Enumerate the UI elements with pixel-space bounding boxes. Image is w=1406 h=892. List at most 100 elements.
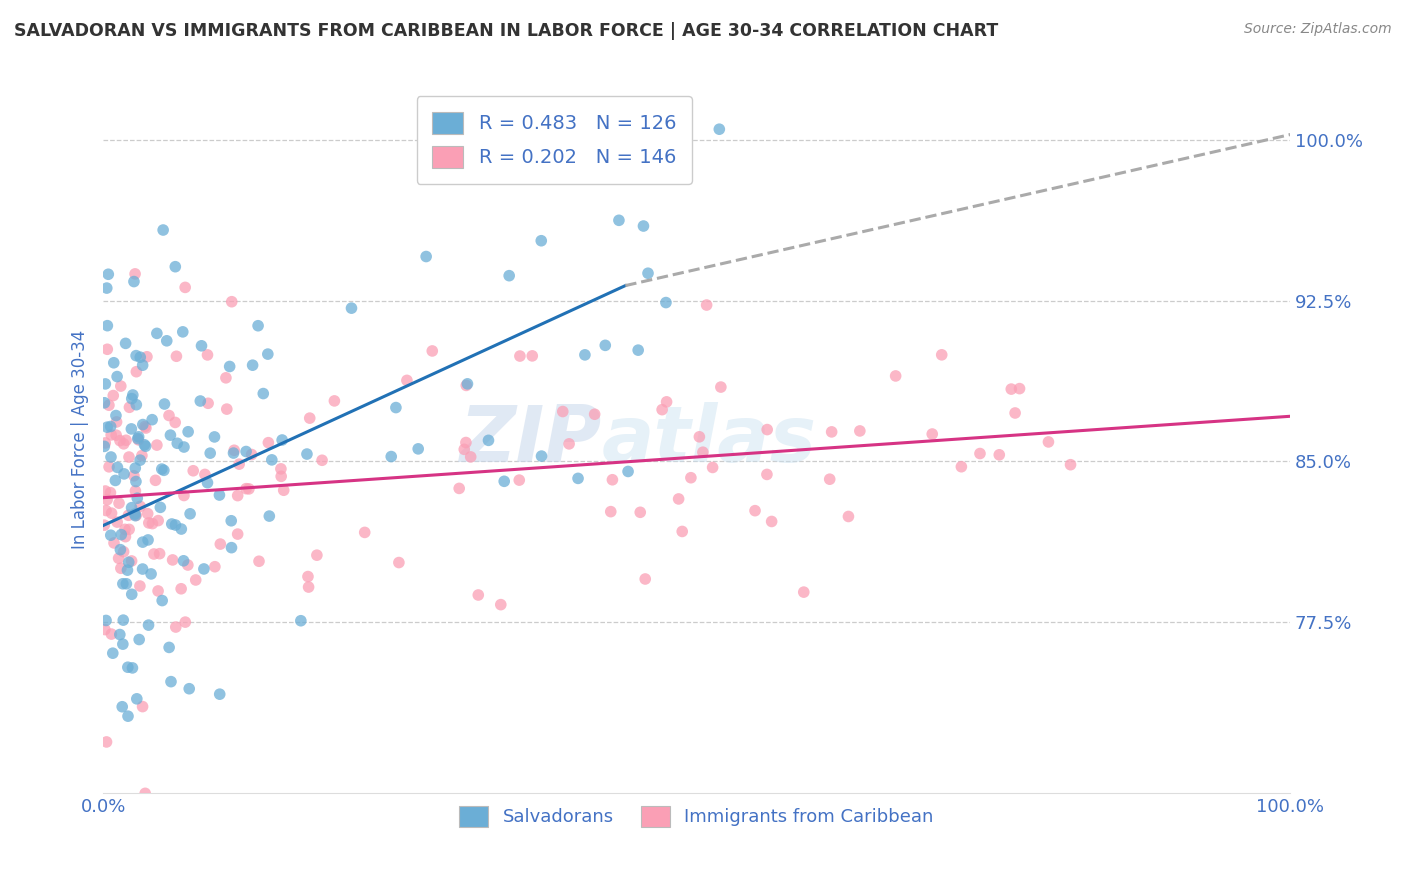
Salvadorans: [124, 508, 146, 523]
Immigrants from Caribbean: [128, 579, 150, 593]
Salvadorans: [406, 442, 429, 456]
Salvadorans: [607, 213, 630, 227]
Immigrants from Caribbean: [688, 430, 710, 444]
Immigrants from Caribbean: [197, 348, 219, 362]
Immigrants from Caribbean: [931, 348, 953, 362]
Salvadorans: [204, 430, 226, 444]
Immigrants from Caribbean: [108, 434, 131, 448]
Salvadorans: [221, 541, 243, 555]
Immigrants from Caribbean: [395, 373, 418, 387]
Salvadorans: [132, 417, 155, 432]
Salvadorans: [131, 358, 153, 372]
Immigrants from Caribbean: [97, 398, 120, 412]
Salvadorans: [139, 566, 162, 581]
Immigrants from Caribbean: [177, 558, 200, 572]
Immigrants from Caribbean: [134, 786, 156, 800]
Salvadorans: [121, 661, 143, 675]
Immigrants from Caribbean: [226, 489, 249, 503]
Immigrants from Caribbean: [761, 515, 783, 529]
Immigrants from Caribbean: [174, 615, 197, 629]
Salvadorans: [121, 587, 143, 601]
Immigrants from Caribbean: [311, 453, 333, 467]
Immigrants from Caribbean: [136, 507, 159, 521]
Immigrants from Caribbean: [235, 482, 257, 496]
Salvadorans: [117, 563, 139, 577]
Salvadorans: [152, 223, 174, 237]
Immigrants from Caribbean: [174, 280, 197, 294]
Immigrants from Caribbean: [460, 450, 482, 464]
Salvadorans: [259, 509, 281, 524]
Salvadorans: [160, 674, 183, 689]
Immigrants from Caribbean: [655, 395, 678, 409]
Immigrants from Caribbean: [679, 471, 702, 485]
Salvadorans: [200, 446, 222, 460]
Text: SALVADORAN VS IMMIGRANTS FROM CARIBBEAN IN LABOR FORCE | AGE 30-34 CORRELATION C: SALVADORAN VS IMMIGRANTS FROM CARIBBEAN …: [14, 22, 998, 40]
Immigrants from Caribbean: [157, 409, 180, 423]
Immigrants from Caribbean: [420, 343, 443, 358]
Immigrants from Caribbean: [170, 582, 193, 596]
Immigrants from Caribbean: [194, 467, 217, 482]
Salvadorans: [380, 450, 402, 464]
Immigrants from Caribbean: [94, 623, 117, 637]
Immigrants from Caribbean: [921, 427, 943, 442]
Immigrants from Caribbean: [173, 489, 195, 503]
Text: ZIP: ZIP: [460, 402, 602, 478]
Immigrants from Caribbean: [353, 525, 375, 540]
Salvadorans: [125, 475, 148, 489]
Immigrants from Caribbean: [103, 388, 125, 402]
Immigrants from Caribbean: [184, 573, 207, 587]
Immigrants from Caribbean: [134, 419, 156, 434]
Immigrants from Caribbean: [100, 485, 122, 500]
Salvadorans: [146, 326, 169, 341]
Salvadorans: [100, 419, 122, 434]
Immigrants from Caribbean: [127, 433, 149, 447]
Legend: Salvadorans, Immigrants from Caribbean: Salvadorans, Immigrants from Caribbean: [453, 798, 941, 834]
Immigrants from Caribbean: [692, 445, 714, 459]
Salvadorans: [135, 439, 157, 453]
Immigrants from Caribbean: [240, 448, 263, 462]
Salvadorans: [117, 709, 139, 723]
Immigrants from Caribbean: [103, 536, 125, 550]
Immigrants from Caribbean: [204, 559, 226, 574]
Salvadorans: [340, 301, 363, 315]
Immigrants from Caribbean: [247, 554, 270, 568]
Salvadorans: [165, 260, 187, 274]
Immigrants from Caribbean: [136, 350, 159, 364]
Immigrants from Caribbean: [449, 482, 471, 496]
Immigrants from Caribbean: [756, 423, 779, 437]
Salvadorans: [110, 542, 132, 557]
Immigrants from Caribbean: [634, 572, 657, 586]
Salvadorans: [108, 627, 131, 641]
Immigrants from Caribbean: [165, 349, 187, 363]
Salvadorans: [160, 516, 183, 531]
Salvadorans: [165, 518, 187, 533]
Salvadorans: [127, 491, 149, 506]
Salvadorans: [128, 430, 150, 444]
Immigrants from Caribbean: [121, 554, 143, 568]
Immigrants from Caribbean: [114, 530, 136, 544]
Immigrants from Caribbean: [124, 483, 146, 498]
Immigrants from Caribbean: [969, 446, 991, 460]
Salvadorans: [93, 396, 115, 410]
Salvadorans: [128, 632, 150, 647]
Salvadorans: [111, 637, 134, 651]
Immigrants from Caribbean: [110, 379, 132, 393]
Salvadorans: [93, 439, 115, 453]
Salvadorans: [124, 507, 146, 521]
Immigrants from Caribbean: [138, 516, 160, 530]
Immigrants from Caribbean: [94, 436, 117, 450]
Immigrants from Caribbean: [98, 459, 121, 474]
Salvadorans: [256, 347, 278, 361]
Immigrants from Caribbean: [1038, 434, 1060, 449]
Salvadorans: [222, 446, 245, 460]
Salvadorans: [593, 338, 616, 352]
Immigrants from Caribbean: [988, 448, 1011, 462]
Salvadorans: [567, 471, 589, 485]
Immigrants from Caribbean: [107, 551, 129, 566]
Salvadorans: [111, 699, 134, 714]
Immigrants from Caribbean: [105, 515, 128, 529]
Immigrants from Caribbean: [305, 548, 328, 562]
Salvadorans: [235, 444, 257, 458]
Salvadorans: [709, 122, 731, 136]
Immigrants from Caribbean: [215, 402, 238, 417]
